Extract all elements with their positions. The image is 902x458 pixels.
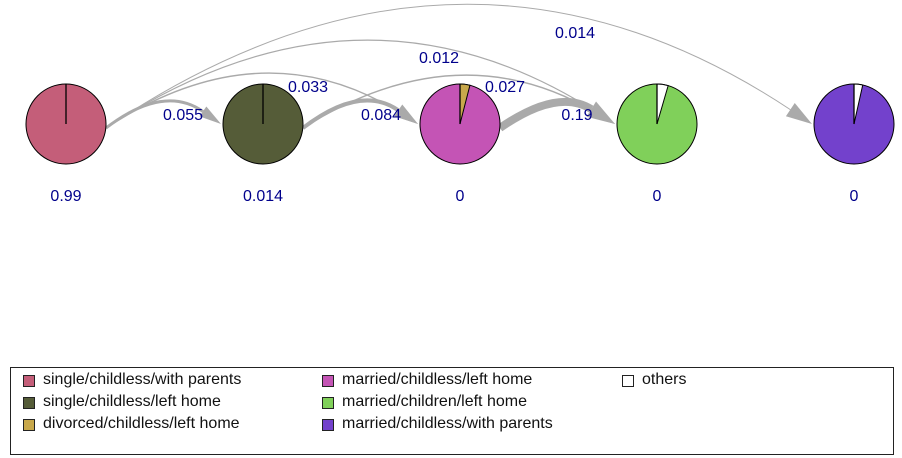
state-node bbox=[813, 83, 895, 165]
state-node bbox=[25, 83, 107, 165]
transition-arrowhead bbox=[398, 109, 418, 124]
legend-label: single/childless/left home bbox=[43, 393, 221, 410]
legend: single/childless/with parents single/chil… bbox=[10, 367, 894, 455]
transition-value-label: 0.055 bbox=[163, 107, 203, 124]
legend-swatch bbox=[322, 419, 334, 431]
state-probability-label: 0 bbox=[653, 188, 662, 205]
transition-value-label: 0.027 bbox=[485, 79, 525, 96]
legend-swatch bbox=[622, 375, 634, 387]
state-node bbox=[616, 83, 698, 165]
legend-label: married/childless/with parents bbox=[342, 415, 553, 432]
transition-value-label: 0.012 bbox=[419, 50, 459, 67]
legend-swatch bbox=[322, 397, 334, 409]
transition-edge bbox=[105, 72, 402, 129]
transition-value-label: 0.084 bbox=[361, 107, 401, 124]
legend-swatch bbox=[23, 375, 35, 387]
transition-arrowhead bbox=[595, 108, 615, 124]
transition-edge bbox=[301, 98, 400, 130]
transition-arrowhead bbox=[785, 102, 812, 124]
state-node bbox=[419, 83, 501, 165]
legend-label: married/childless/left home bbox=[342, 371, 533, 388]
legend-label: single/childless/with parents bbox=[43, 371, 242, 388]
state-probability-label: 0.99 bbox=[50, 188, 81, 205]
legend-label: others bbox=[642, 371, 687, 388]
state-node bbox=[222, 83, 304, 165]
transition-edge bbox=[105, 39, 599, 129]
legend-swatch bbox=[322, 375, 334, 387]
state-probability-label: 0 bbox=[456, 188, 465, 205]
state-probability-label: 0 bbox=[850, 188, 859, 205]
legend-label: divorced/childless/left home bbox=[43, 415, 240, 432]
transition-arrowhead bbox=[199, 106, 221, 124]
transition-value-label: 0.033 bbox=[288, 79, 328, 96]
transition-edge bbox=[302, 74, 599, 129]
transition-value-label: 0.19 bbox=[561, 107, 592, 124]
transition-value-label: 0.014 bbox=[555, 25, 595, 42]
legend-swatch bbox=[23, 419, 35, 431]
state-probability-label: 0.014 bbox=[243, 188, 283, 205]
transition-diagram: 0.055 0.084 0.19 0.033 0.027 0.012 0.014 0.99 0.… bbox=[25, 3, 895, 205]
legend-label: married/children/left home bbox=[342, 393, 527, 410]
transition-edge bbox=[105, 3, 791, 129]
legend-swatch bbox=[23, 397, 35, 409]
